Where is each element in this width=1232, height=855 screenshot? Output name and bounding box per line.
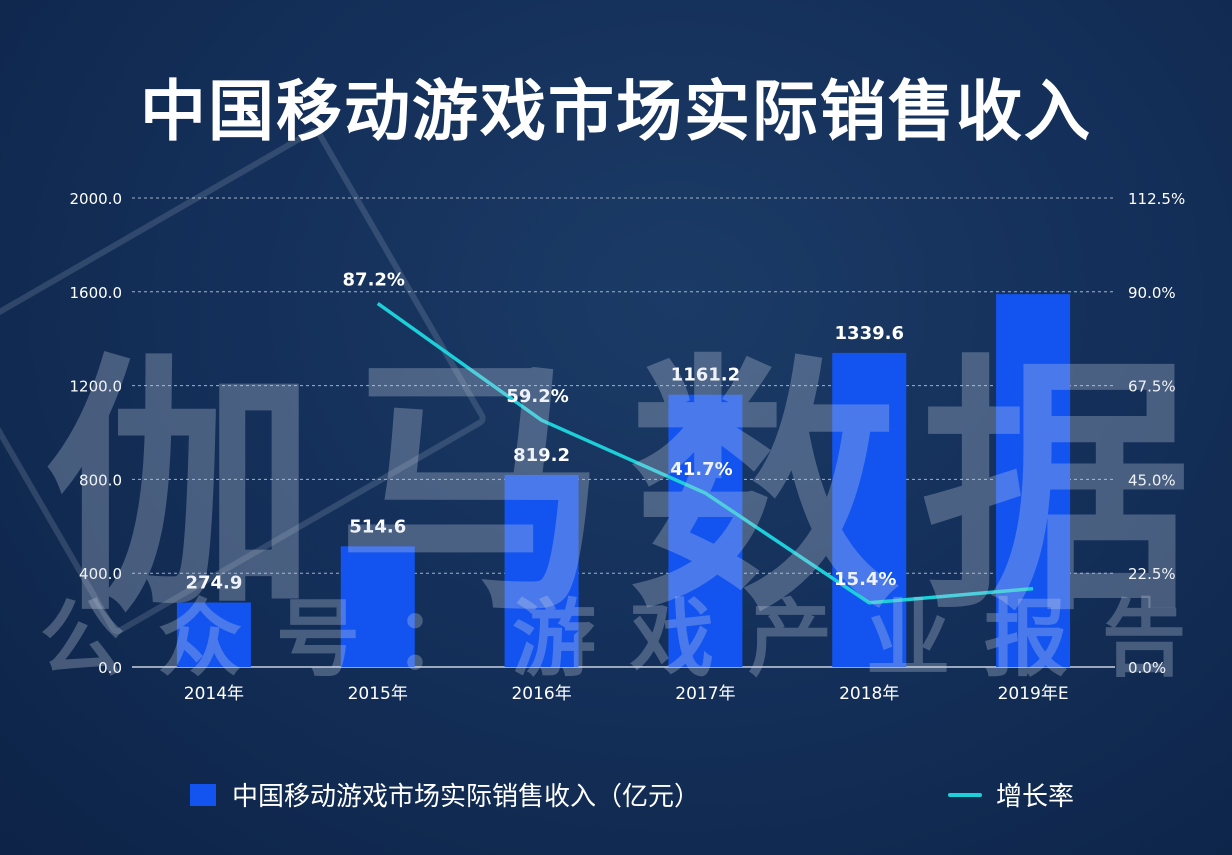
- bar: [504, 474, 579, 667]
- legend-swatch-bar: [190, 783, 216, 806]
- x-tick-label: 2016年: [511, 684, 571, 704]
- y-left-tick-label: 1600.0: [70, 284, 123, 302]
- y-left-tick-label: 1200.0: [70, 378, 123, 396]
- bar-value-label: 1161.2: [671, 365, 740, 386]
- legend-label-growth: 增长率: [996, 782, 1075, 812]
- legend-item-growth: 增长率: [948, 776, 1074, 813]
- y-right-tick-label: 90.0%: [1128, 284, 1176, 302]
- y-right-tick-label: 67.5%: [1128, 378, 1176, 396]
- bar-value-label: 819.2: [513, 445, 570, 466]
- x-tick-label: 2014年: [184, 684, 244, 704]
- y-right-tick-label: 112.5%: [1128, 190, 1185, 208]
- legend-swatch-line: [948, 792, 982, 797]
- chart-title: 中国移动游戏市场实际销售收入: [140, 73, 1092, 150]
- legend-label-revenue: 中国移动游戏市场实际销售收入（亿元）: [232, 782, 701, 812]
- bar: [668, 394, 743, 667]
- line-value-label: 87.2%: [343, 269, 405, 290]
- bar-value-label: 514.6: [349, 516, 406, 537]
- y-left-tick-label: 800.0: [79, 471, 122, 489]
- bar: [832, 352, 907, 667]
- y-left-tick-label: 400.0: [79, 565, 122, 583]
- x-tick-label: 2019年E: [998, 684, 1069, 704]
- legend-item-revenue: 中国移动游戏市场实际销售收入（亿元）: [190, 776, 700, 813]
- x-tick-label: 2017年: [675, 684, 735, 704]
- x-tick-label: 2018年: [839, 684, 899, 704]
- growth-line: [376, 302, 1034, 605]
- bar-value-label: 1339.6: [835, 323, 904, 344]
- bar-value-label: 274.9: [185, 573, 242, 594]
- bar: [996, 294, 1071, 667]
- y-right-tick-label: 0.0%: [1128, 659, 1166, 677]
- y-right-tick-label: 45.0%: [1128, 471, 1176, 489]
- line-value-label: 59.2%: [506, 386, 568, 407]
- y-left-tick-label: 2000.0: [70, 190, 123, 208]
- line-value-label: 15.4%: [834, 569, 896, 590]
- bar: [176, 602, 251, 667]
- y-right-tick-label: 22.5%: [1128, 565, 1176, 583]
- x-tick-label: 2015年: [348, 684, 408, 704]
- y-left-tick-label: 0.0: [98, 659, 122, 677]
- line-value-label: 41.7%: [670, 459, 732, 480]
- bar: [340, 546, 415, 667]
